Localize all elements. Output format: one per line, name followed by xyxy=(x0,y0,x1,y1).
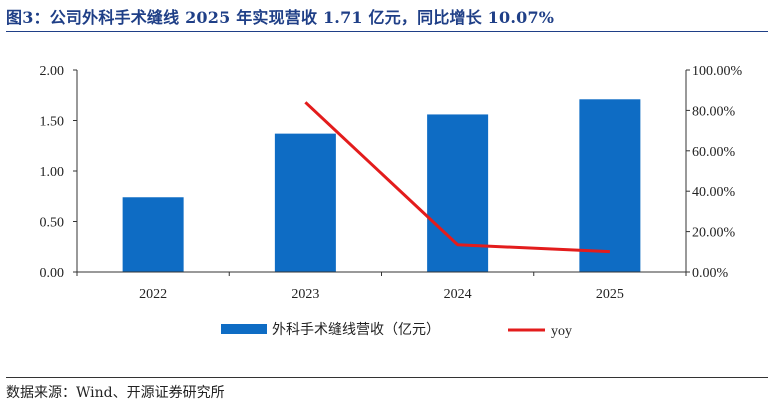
x-tick-label: 2022 xyxy=(139,287,167,302)
bar-series xyxy=(122,99,641,272)
right-tick-label: 40.00% xyxy=(692,185,736,200)
bar-2022 xyxy=(122,197,184,272)
legend-bar-swatch xyxy=(221,324,267,334)
bar-2024 xyxy=(427,114,489,272)
left-tick-label: 2.00 xyxy=(40,64,65,79)
right-tick-label: 0.00% xyxy=(692,266,729,281)
right-axis-ticks: 0.00% 20.00% 40.00% 60.00% 80.00% 100.00% xyxy=(686,64,743,281)
x-tick-label: 2024 xyxy=(444,287,472,302)
right-tick-label: 60.00% xyxy=(692,145,736,160)
yoy-line-series xyxy=(304,101,610,254)
right-tick-label: 80.00% xyxy=(692,104,736,119)
x-tick-label: 2025 xyxy=(596,287,624,302)
title-divider xyxy=(6,31,768,32)
x-tick-label: 2023 xyxy=(291,287,319,302)
left-tick-label: 1.50 xyxy=(40,115,65,130)
x-axis-ticks: 2022 2023 2024 2025 xyxy=(76,272,687,302)
bar-2025 xyxy=(579,99,641,272)
source-divider xyxy=(6,377,768,378)
left-tick-label: 1.00 xyxy=(40,165,65,180)
yoy-line xyxy=(304,101,610,254)
legend-line-label: yoy xyxy=(551,324,572,339)
left-tick-label: 0.00 xyxy=(40,266,65,281)
right-tick-label: 20.00% xyxy=(692,226,736,241)
figure-title: 图3：公司外科手术缝线 2025 年实现营收 1.71 亿元，同比增长 10.0… xyxy=(6,8,555,27)
source-note: 数据来源：Wind、开源证券研究所 xyxy=(6,385,225,401)
legend-bar-label: 外科手术缝线营收（亿元） xyxy=(272,322,440,338)
right-tick-label: 100.00% xyxy=(692,64,743,79)
bar-2023 xyxy=(274,133,336,272)
revenue-yoy-chart: 0.00 0.50 1.00 1.50 2.00 0.00% 20.00% 40.00% 60… xyxy=(40,64,743,339)
left-axis-ticks: 0.00 0.50 1.00 1.50 2.00 xyxy=(40,64,77,281)
chart-legend: 外科手术缝线营收（亿元） yoy xyxy=(221,322,572,339)
left-tick-label: 0.50 xyxy=(40,216,65,231)
